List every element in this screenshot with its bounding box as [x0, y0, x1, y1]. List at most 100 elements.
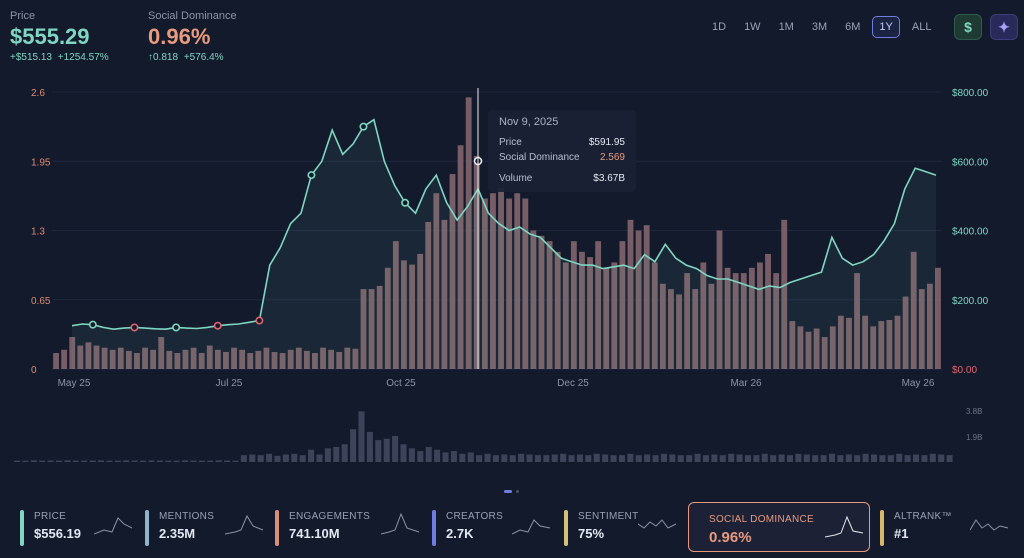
dominance-bar [684, 273, 691, 369]
volume-bar [64, 460, 71, 462]
metric-card-sentiment[interactable]: SENTIMENT 75% [564, 500, 682, 550]
volume-bar [240, 455, 247, 462]
metric-card-social-dominance[interactable]: SOCIAL DOMINANCE 0.96% [688, 502, 870, 552]
metric-card-price[interactable]: PRICE $556.19 [20, 500, 138, 550]
volume-bar [140, 460, 147, 462]
price-change-abs: +$515.13 [10, 52, 52, 63]
dominance-bar [757, 262, 763, 369]
tooltip-price-value: $591.95 [588, 137, 625, 148]
card-color-bar [564, 510, 568, 546]
card-label: ENGAGEMENTS [289, 511, 371, 522]
sparkle-icon[interactable]: ✦ [990, 14, 1018, 40]
volume-bar [644, 454, 651, 462]
dominance-bar [360, 289, 367, 369]
metric-card-mentions[interactable]: MENTIONS 2.35M [145, 500, 269, 550]
metric-card-creators[interactable]: CREATORS 2.7K [432, 500, 556, 550]
volume-bar [106, 460, 113, 462]
sparkline-path [381, 512, 420, 535]
card-label: SENTIMENT [578, 511, 639, 522]
dominance-bar [886, 319, 893, 369]
volume-bar [232, 460, 239, 462]
metric-card-altrank[interactable]: ALTRANK™ #1 [880, 500, 1014, 550]
volume-bar [770, 455, 777, 462]
dominance-bar [295, 347, 302, 369]
range-1w[interactable]: 1W [744, 21, 761, 33]
price-marker [255, 316, 264, 325]
dominance-bar [376, 285, 383, 369]
dominance-bar [247, 353, 254, 369]
pagination-dots[interactable] [504, 490, 519, 493]
volume-chart: 3.8B 1.9B [14, 407, 982, 462]
volume-bar [576, 454, 583, 462]
dominance-bar [579, 251, 585, 369]
range-all[interactable]: ALL [911, 21, 932, 33]
price-marker [172, 323, 181, 332]
dominance-bar [538, 235, 545, 369]
dominance-bar [441, 219, 448, 369]
dominance-bar [190, 347, 197, 369]
volume-bar [308, 449, 315, 462]
range-1m[interactable]: 1M [778, 21, 794, 33]
dominance-bar [109, 349, 116, 369]
dominance-bar [773, 273, 780, 369]
volume-bar [350, 429, 357, 462]
metric-card-engagements[interactable]: ENGAGEMENTS 741.10M [275, 500, 425, 550]
volume-bar [14, 460, 21, 462]
x-axis-tick: May 26 [902, 378, 935, 389]
x-axis-tick: Jul 25 [216, 378, 243, 389]
dominance-bar [85, 342, 92, 369]
dominance-bar [918, 289, 925, 369]
volume-bar [131, 460, 138, 462]
dominance-bar [765, 253, 771, 369]
x-axis-tick: Oct 25 [386, 378, 416, 389]
card-sparkline [825, 515, 864, 538]
volume-bar [946, 455, 953, 462]
volume-bar [148, 460, 155, 462]
main-chart[interactable]: 2.6 1.95 1.3 0.65 0 $800.00 $600.00 $400.00 $20… [0, 80, 1024, 400]
dominance-bar [303, 350, 310, 369]
dollar-icon[interactable]: $ [954, 14, 982, 40]
card-label: SOCIAL DOMINANCE [709, 514, 814, 525]
volume-bar [618, 455, 625, 462]
volume-bar [694, 453, 701, 462]
volume-bar [677, 455, 684, 462]
volume-bar [392, 436, 399, 462]
volume-bar [30, 460, 37, 462]
pagination-dot[interactable] [516, 490, 519, 493]
sparkline-path [94, 517, 133, 535]
dominance-bar [724, 267, 731, 369]
range-3m[interactable]: 3M [811, 21, 828, 33]
pagination-dot-active[interactable] [504, 490, 512, 493]
dominance-bar [498, 187, 504, 369]
sparkline-path [825, 515, 864, 538]
range-1y[interactable]: 1Y [872, 16, 900, 38]
volume-bar [484, 453, 491, 462]
dominance-bar [125, 350, 132, 369]
dominance-bar [700, 262, 707, 369]
volume-bar [812, 455, 819, 462]
right-axis-tick: $400.00 [952, 227, 989, 238]
dominance-bar [158, 337, 165, 369]
x-axis-tick: Mar 26 [730, 378, 762, 389]
volume-bar [56, 460, 63, 462]
left-axis-tick: 1.95 [31, 157, 51, 168]
dominance-bar [198, 353, 205, 369]
dominance-change-abs: ↑0.818 [148, 52, 179, 63]
price-marker [213, 321, 222, 330]
volume-axis-tick: 3.8B [966, 407, 982, 416]
range-6m[interactable]: 6M [845, 21, 861, 33]
volume-bar [820, 455, 827, 462]
dominance-label: Social Dominance [148, 10, 237, 22]
volume-bar [702, 455, 709, 462]
tooltip-price-label: Price [499, 137, 522, 148]
dominance-bar [506, 198, 513, 369]
range-1d[interactable]: 1D [712, 21, 727, 33]
volume-bar [182, 460, 189, 462]
dominance-bar [781, 219, 788, 369]
volume-bar [190, 460, 197, 462]
card-label: ALTRANK™ [894, 511, 952, 522]
dominance-bar [77, 345, 84, 369]
volume-bar [585, 455, 592, 462]
right-axis-tick: $600.00 [952, 157, 989, 168]
volume-bar [660, 453, 667, 462]
